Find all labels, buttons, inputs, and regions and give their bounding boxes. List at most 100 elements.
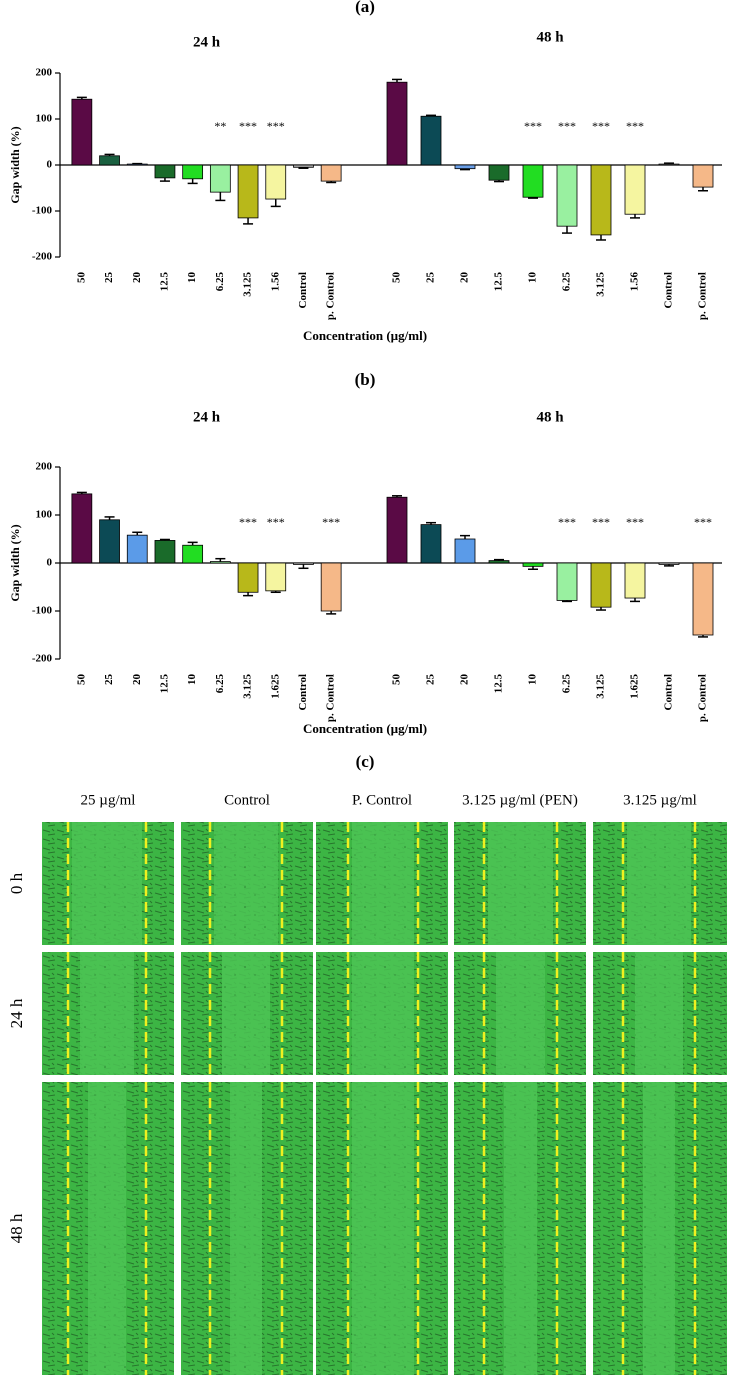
bar: [265, 164, 287, 200]
significance: ***: [626, 515, 644, 529]
y-tick-label: 200: [36, 67, 53, 79]
bar: [182, 164, 204, 180]
y-tick-label: -200: [32, 653, 53, 665]
bar: [99, 519, 120, 564]
bar: [154, 540, 176, 564]
scratch-gap: [230, 1082, 262, 1375]
x-tick-label: p. Control: [325, 272, 337, 320]
scratch-gap: [222, 952, 270, 1075]
x-tick-label: 3.125: [242, 272, 254, 297]
column-label: 25 µg/ml: [81, 792, 136, 808]
scratch-gap: [214, 822, 278, 945]
x-tick-label: 10: [186, 674, 198, 686]
panel-title: (b): [355, 370, 376, 389]
group-title: 48 h: [536, 29, 564, 45]
x-tick-label: 3.125: [595, 272, 607, 297]
bar: [209, 561, 231, 564]
x-tick-label: 1.56: [629, 272, 641, 292]
y-tick-label: 100: [36, 113, 53, 125]
x-tick-label: 12.5: [493, 272, 505, 292]
scratch-gap: [352, 1082, 414, 1375]
bar: [71, 493, 93, 564]
x-tick-label: 3.125: [595, 674, 607, 699]
x-tick-label: 20: [131, 272, 143, 284]
x-tick-label: 6.25: [561, 674, 573, 694]
bar: [320, 164, 342, 182]
significance: ***: [558, 119, 576, 133]
significance: ***: [558, 515, 576, 529]
x-tick-label: 1.56: [269, 272, 281, 292]
bar: [182, 544, 204, 564]
x-tick-label: 1.625: [269, 674, 281, 699]
x-tick-label: 3.125: [242, 674, 254, 699]
bar: [522, 164, 544, 198]
bar: [99, 155, 120, 166]
x-axis-label: Concentration (µg/ml): [303, 328, 427, 343]
x-tick-label: Control: [297, 272, 309, 308]
significance: ***: [626, 119, 644, 133]
y-axis-label: Gap width (%): [8, 126, 22, 203]
bar: [420, 115, 442, 166]
x-tick-label: p. Control: [697, 674, 709, 722]
bar: [590, 164, 612, 236]
bar: [556, 562, 578, 601]
significance: ***: [239, 119, 257, 133]
bar: [658, 163, 680, 166]
bar: [658, 562, 680, 565]
bar: [488, 560, 510, 564]
x-tick-label: 25: [103, 674, 115, 686]
x-tick-label: 20: [459, 674, 471, 686]
y-tick-label: 100: [36, 509, 53, 521]
scratch-gap: [88, 1082, 126, 1375]
x-tick-label: 10: [527, 674, 539, 686]
bar: [71, 98, 93, 166]
bar: [126, 163, 148, 166]
x-tick-label: 50: [391, 674, 403, 686]
significance: ***: [322, 515, 340, 529]
column-label: P. Control: [352, 792, 412, 808]
y-tick-label: 200: [36, 461, 53, 473]
scratch-gap: [496, 952, 545, 1075]
bar: [522, 562, 544, 567]
scratch-gap: [635, 952, 683, 1075]
x-tick-label: 6.25: [561, 272, 573, 292]
bar: [692, 562, 714, 636]
x-tick-label: p. Control: [325, 674, 337, 722]
bar: [293, 164, 314, 168]
x-tick-label: 6.25: [214, 272, 226, 292]
y-axis-label: Gap width (%): [8, 524, 22, 601]
x-tick-label: 10: [527, 272, 539, 284]
x-tick-label: 25: [425, 674, 437, 686]
column-label: 3.125 µg/ml (PEN): [462, 792, 578, 808]
bar: [624, 562, 646, 599]
x-tick-label: 20: [459, 272, 471, 284]
x-tick-label: 12.5: [493, 674, 505, 694]
y-tick-label: -100: [32, 205, 53, 217]
scratch-gap: [352, 952, 414, 1075]
bar: [420, 524, 442, 564]
x-tick-label: 12.5: [158, 272, 170, 292]
x-tick-label: Control: [297, 674, 309, 710]
panel-title: (a): [355, 0, 375, 16]
bar: [237, 164, 259, 219]
x-tick-label: 6.25: [214, 674, 226, 694]
row-label: 0 h: [7, 872, 26, 894]
y-tick-label: -200: [32, 251, 53, 263]
group-title: 48 h: [536, 409, 564, 425]
significance: ***: [239, 515, 257, 529]
x-tick-label: 25: [103, 272, 115, 284]
bar: [209, 164, 231, 193]
bar: [692, 164, 714, 188]
scratch-gap: [72, 822, 142, 945]
x-tick-label: Control: [663, 272, 675, 308]
bar: [154, 164, 176, 179]
scratch-gap: [643, 1082, 675, 1375]
group-title: 24 h: [193, 409, 221, 425]
bar: [237, 562, 259, 593]
x-tick-label: 12.5: [158, 674, 170, 694]
significance: ***: [267, 119, 285, 133]
bar: [265, 562, 287, 592]
column-label: 3.125 µg/ml: [623, 792, 697, 808]
significance: **: [214, 119, 226, 133]
